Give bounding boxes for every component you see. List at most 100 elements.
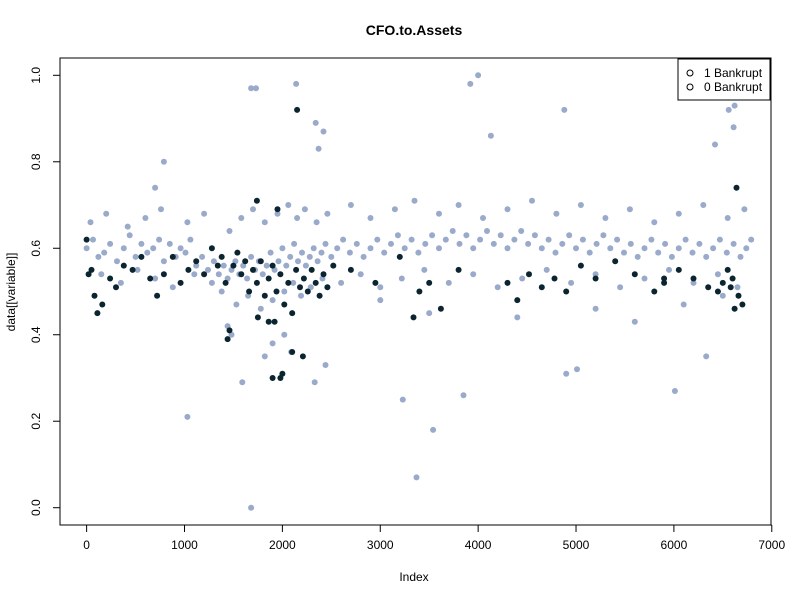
data-point bbox=[360, 253, 367, 260]
data-point bbox=[114, 258, 120, 265]
data-point bbox=[129, 266, 136, 273]
data-point bbox=[152, 275, 159, 282]
data-point bbox=[222, 279, 229, 286]
data-point bbox=[91, 292, 98, 299]
data-point bbox=[724, 266, 731, 273]
data-point bbox=[655, 249, 662, 256]
data-point bbox=[592, 275, 599, 282]
data-point bbox=[177, 279, 184, 286]
data-point bbox=[487, 132, 494, 139]
data-point bbox=[394, 232, 401, 239]
data-point bbox=[703, 353, 710, 360]
data-point bbox=[144, 249, 151, 256]
data-point bbox=[85, 271, 92, 278]
data-point bbox=[158, 206, 164, 213]
data-point bbox=[723, 249, 730, 256]
data-point bbox=[269, 297, 276, 304]
data-point bbox=[193, 262, 200, 269]
data-point bbox=[147, 275, 154, 282]
data-point bbox=[480, 215, 486, 221]
data-point bbox=[592, 271, 599, 278]
data-point bbox=[467, 80, 474, 87]
data-point bbox=[334, 245, 341, 252]
data-point bbox=[226, 327, 233, 334]
data-point bbox=[731, 305, 738, 312]
data-point bbox=[475, 72, 482, 79]
data-point bbox=[413, 474, 420, 481]
data-point bbox=[274, 206, 281, 213]
data-point bbox=[514, 314, 521, 321]
data-point bbox=[201, 210, 208, 217]
data-point bbox=[631, 318, 638, 325]
data-point bbox=[445, 279, 452, 286]
data-point bbox=[401, 245, 408, 252]
y-tick-label: 1.0 bbox=[29, 67, 43, 84]
data-point bbox=[269, 375, 276, 381]
data-point bbox=[741, 206, 748, 213]
data-point bbox=[95, 253, 102, 260]
data-point bbox=[600, 232, 607, 239]
data-point bbox=[117, 279, 124, 286]
data-point bbox=[593, 240, 600, 247]
data-point bbox=[306, 253, 313, 260]
data-point bbox=[107, 275, 114, 282]
data-point bbox=[314, 258, 321, 265]
data-point bbox=[88, 266, 95, 273]
data-point bbox=[563, 370, 570, 377]
x-axis-label: Index bbox=[399, 570, 428, 584]
data-point bbox=[156, 236, 163, 243]
data-point bbox=[244, 275, 251, 282]
data-point bbox=[470, 271, 477, 278]
data-point bbox=[538, 245, 545, 252]
data-point bbox=[218, 288, 225, 295]
legend-box bbox=[677, 58, 771, 101]
data-point bbox=[627, 240, 634, 247]
data-point bbox=[545, 236, 552, 243]
data-point bbox=[497, 232, 504, 239]
data-point bbox=[725, 106, 732, 113]
data-point bbox=[592, 305, 599, 312]
x-tick-label: 2000 bbox=[269, 538, 296, 552]
data-point bbox=[714, 271, 721, 278]
data-point bbox=[265, 275, 272, 282]
data-point bbox=[675, 245, 682, 252]
data-point bbox=[265, 318, 272, 325]
data-point bbox=[399, 396, 406, 403]
data-point bbox=[543, 266, 550, 273]
data-point bbox=[470, 245, 477, 252]
data-point bbox=[551, 275, 558, 282]
data-point bbox=[668, 253, 675, 260]
data-point bbox=[274, 210, 281, 217]
data-point bbox=[126, 232, 133, 239]
data-point bbox=[301, 206, 308, 213]
data-point bbox=[324, 284, 331, 291]
data-point bbox=[730, 240, 737, 247]
data-point bbox=[561, 106, 568, 113]
data-point bbox=[103, 210, 110, 217]
data-point bbox=[388, 240, 394, 247]
data-point bbox=[307, 284, 314, 291]
data-point bbox=[294, 106, 301, 113]
data-point bbox=[193, 258, 200, 265]
data-point bbox=[214, 262, 221, 269]
data-point bbox=[330, 262, 337, 269]
data-point bbox=[531, 232, 538, 239]
data-point bbox=[602, 215, 609, 221]
data-point bbox=[553, 210, 560, 217]
data-point bbox=[634, 253, 641, 260]
data-point bbox=[83, 236, 90, 243]
data-point bbox=[113, 284, 119, 291]
data-point bbox=[426, 279, 433, 286]
data-point bbox=[169, 284, 176, 291]
data-point bbox=[134, 266, 141, 273]
data-point bbox=[724, 215, 731, 221]
data-point bbox=[525, 240, 532, 247]
data-point bbox=[253, 279, 260, 286]
data-point bbox=[273, 288, 280, 295]
data-point bbox=[234, 249, 241, 256]
data-point bbox=[398, 275, 405, 282]
plot-frame bbox=[59, 57, 772, 526]
data-point bbox=[246, 288, 253, 295]
data-point bbox=[101, 249, 108, 256]
data-point bbox=[518, 228, 525, 234]
